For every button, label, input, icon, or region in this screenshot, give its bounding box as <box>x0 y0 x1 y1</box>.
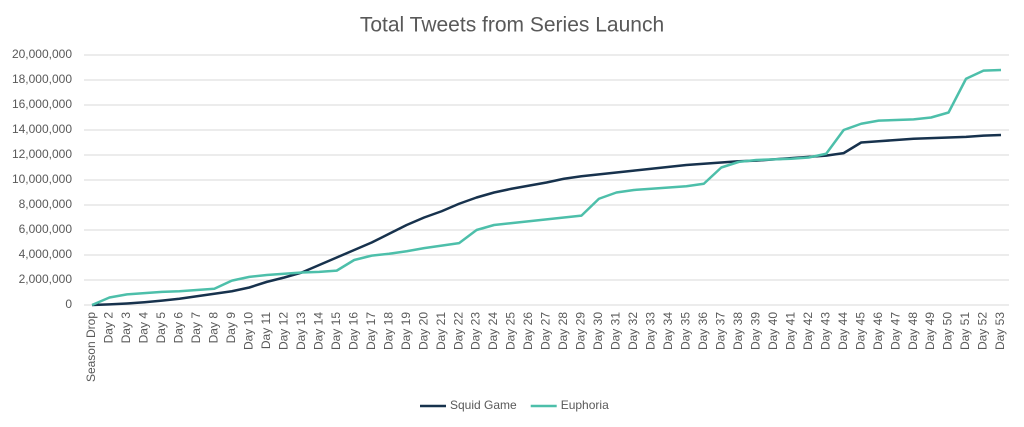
y-tick-label: 14,000,000 <box>12 122 72 136</box>
x-tick-label: Day 20 <box>416 312 430 350</box>
y-tick-label: 8,000,000 <box>19 197 73 211</box>
y-tick-label: 0 <box>65 297 72 311</box>
x-tick-label: Day 15 <box>329 312 343 350</box>
x-tick-label: Day 26 <box>521 312 535 350</box>
x-tick-label: Day 34 <box>661 312 675 350</box>
series-line <box>91 133 1002 307</box>
x-tick-label: Day 28 <box>556 312 570 350</box>
y-tick-label: 12,000,000 <box>12 147 72 161</box>
x-tick-label: Day 9 <box>224 312 238 344</box>
x-tick-label: Day 13 <box>294 312 308 350</box>
x-tick-label: Day 6 <box>172 312 186 344</box>
x-tick-label: Day 10 <box>241 312 255 350</box>
x-tick-label: Day 48 <box>906 312 920 350</box>
x-tick-label: Day 22 <box>451 312 465 350</box>
legend-label: Squid Game <box>450 398 517 412</box>
x-tick-label: Day 2 <box>102 312 116 344</box>
y-tick-label: 10,000,000 <box>12 172 72 186</box>
x-tick-label: Day 16 <box>346 312 360 350</box>
chart-title: Total Tweets from Series Launch <box>360 14 664 37</box>
x-tick-label: Day 46 <box>871 312 885 350</box>
x-tick-label: Day 53 <box>993 312 1007 350</box>
x-tick-label: Day 21 <box>434 312 448 350</box>
x-tick-label: Day 3 <box>119 312 133 344</box>
y-tick-label: 6,000,000 <box>19 222 73 236</box>
x-tick-label: Day 8 <box>207 312 221 344</box>
x-tick-label: Day 39 <box>748 312 762 350</box>
x-tick-label: Day 36 <box>696 312 710 350</box>
x-tick-label: Day 50 <box>941 312 955 350</box>
x-tick-label: Day 5 <box>154 312 168 344</box>
x-tick-label: Day 43 <box>818 312 832 350</box>
x-tick-label: Day 44 <box>836 312 850 350</box>
x-tick-label: Day 49 <box>923 312 937 350</box>
x-tick-label: Day 29 <box>574 312 588 350</box>
x-tick-label: Day 11 <box>259 312 273 349</box>
x-tick-label: Day 31 <box>609 312 623 350</box>
x-tick-label: Day 18 <box>381 312 395 350</box>
x-tick-label: Day 37 <box>713 312 727 350</box>
x-tick-label: Season Drop <box>84 312 98 382</box>
x-tick-label: Day 19 <box>399 312 413 350</box>
series-line <box>91 68 1002 307</box>
x-tick-label: Day 17 <box>364 312 378 350</box>
y-tick-label: 2,000,000 <box>19 272 73 286</box>
x-tick-label: Day 52 <box>976 312 990 350</box>
x-tick-label: Day 33 <box>644 312 658 350</box>
x-tick-label: Day 45 <box>853 312 867 350</box>
x-tick-label: Day 23 <box>469 312 483 350</box>
y-tick-label: 4,000,000 <box>19 247 73 261</box>
x-tick-label: Day 42 <box>801 312 815 350</box>
x-tick-label: Day 12 <box>276 312 290 350</box>
x-tick-label: Day 25 <box>504 312 518 350</box>
x-tick-label: Day 14 <box>311 312 325 350</box>
x-tick-label: Day 38 <box>731 312 745 350</box>
x-tick-label: Day 4 <box>137 312 151 344</box>
x-tick-label: Day 7 <box>189 312 203 344</box>
x-tick-label: Day 41 <box>783 312 797 350</box>
x-tick-label: Day 51 <box>958 312 972 350</box>
x-tick-label: Day 40 <box>766 312 780 350</box>
x-tick-label: Day 32 <box>626 312 640 350</box>
y-tick-label: 16,000,000 <box>12 97 72 111</box>
legend-label: Euphoria <box>561 398 609 412</box>
x-tick-label: Day 47 <box>888 312 902 350</box>
y-tick-label: 18,000,000 <box>12 72 72 86</box>
x-tick-label: Day 24 <box>486 312 500 350</box>
y-tick-label: 20,000,000 <box>12 47 72 61</box>
x-tick-label: Day 27 <box>539 312 553 350</box>
x-tick-label: Day 30 <box>591 312 605 350</box>
x-tick-label: Day 35 <box>679 312 693 350</box>
